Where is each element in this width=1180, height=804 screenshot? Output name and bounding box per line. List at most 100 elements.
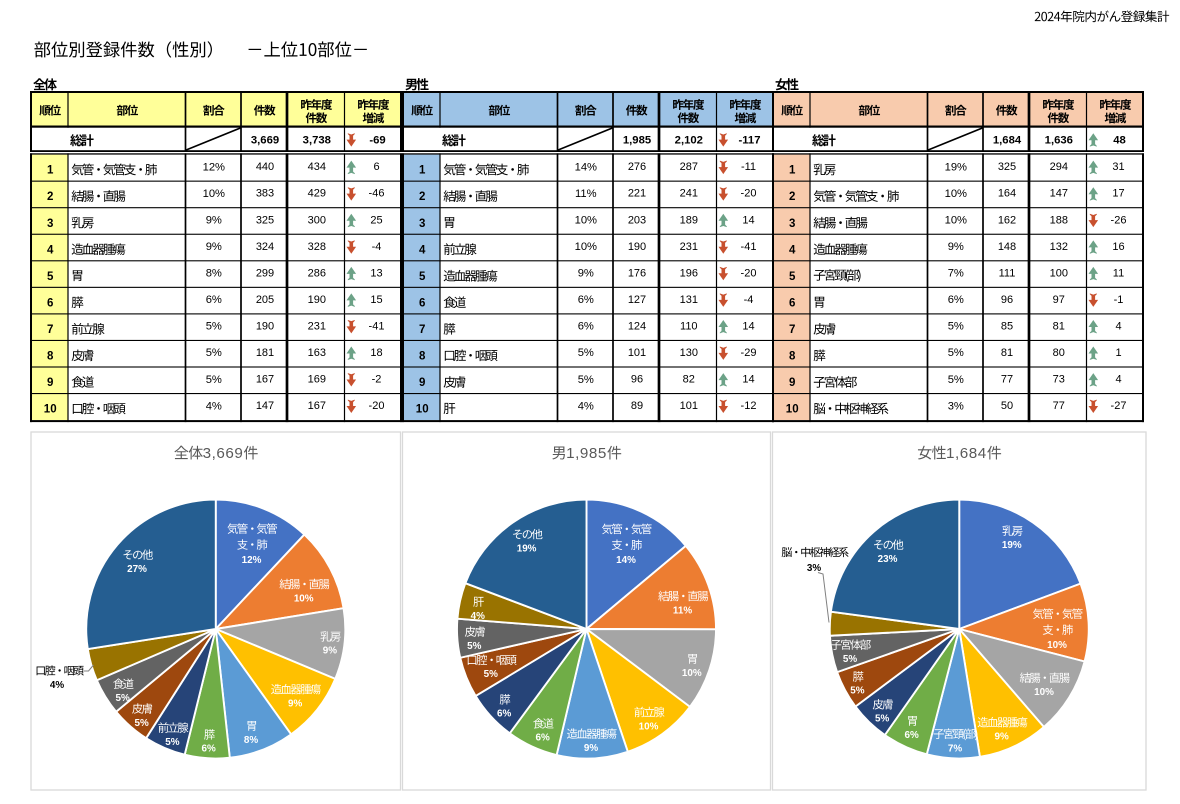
svg-text:164: 164 [998,188,1016,200]
svg-text:189: 189 [680,214,698,226]
svg-text:48: 48 [1113,134,1126,146]
svg-text:5%: 5% [165,737,179,748]
svg-text:1: 1 [1115,347,1121,359]
svg-text:16: 16 [1112,241,1124,253]
svg-text:300: 300 [308,214,326,226]
svg-text:5%: 5% [206,347,222,359]
svg-text:5%: 5% [843,654,857,665]
svg-text:8: 8 [419,351,426,363]
svg-text:-20: -20 [741,267,757,279]
svg-text:-1: -1 [1114,294,1124,306]
svg-text:325: 325 [998,161,1016,173]
svg-text:-41: -41 [369,321,385,333]
svg-text:-20: -20 [741,188,757,200]
svg-text:-11: -11 [741,161,756,173]
svg-text:-20: -20 [369,400,385,412]
svg-text:110: 110 [680,321,698,333]
svg-text:10: 10 [416,404,429,416]
svg-text:8: 8 [47,351,54,363]
svg-text:10%: 10% [203,188,225,200]
svg-text:8: 8 [789,351,796,363]
svg-text:7: 7 [789,324,795,336]
svg-text:4: 4 [789,244,796,256]
svg-text:111: 111 [999,267,1016,279]
svg-text:5: 5 [419,271,426,283]
svg-text:1,684: 1,684 [946,445,987,462]
svg-text:80: 80 [1053,347,1065,359]
svg-text:4%: 4% [578,400,594,412]
svg-text:12%: 12% [203,161,225,173]
svg-text:241: 241 [680,188,698,200]
svg-text:9: 9 [419,377,425,389]
svg-text:205: 205 [256,294,274,306]
svg-text:9%: 9% [206,241,222,253]
svg-text:11%: 11% [673,605,692,616]
svg-text:3: 3 [789,218,795,230]
svg-text:4%: 4% [206,400,222,412]
svg-text:1,636: 1,636 [1045,134,1073,146]
svg-text:9%: 9% [288,698,302,709]
svg-text:100: 100 [1050,267,1068,279]
svg-text:7: 7 [419,324,425,336]
svg-text:9: 9 [789,377,795,389]
svg-text:-69: -69 [369,134,385,146]
svg-text:-26: -26 [1111,214,1127,226]
svg-text:190: 190 [308,294,326,306]
svg-text:3,669: 3,669 [203,445,244,462]
svg-text:6%: 6% [905,730,919,741]
svg-text:5%: 5% [484,669,498,680]
svg-text:299: 299 [256,267,274,279]
svg-text:10%: 10% [575,215,597,227]
svg-text:82: 82 [683,374,695,386]
svg-text:19%: 19% [945,161,967,173]
svg-text:434: 434 [308,161,326,173]
svg-text:18: 18 [370,347,382,359]
svg-text:6%: 6% [948,294,964,306]
svg-text:131: 131 [680,294,698,306]
svg-text:89: 89 [631,400,643,412]
svg-text:2: 2 [47,191,53,203]
svg-text:147: 147 [256,400,274,412]
svg-text:85: 85 [1001,321,1013,333]
svg-text:176: 176 [628,267,646,279]
svg-text:4: 4 [1115,374,1121,386]
svg-text:9%: 9% [323,646,337,657]
svg-text:5%: 5% [850,686,864,697]
svg-text:294: 294 [1050,161,1068,173]
svg-text:167: 167 [256,374,274,386]
svg-text:23%: 23% [878,554,898,565]
svg-text:3: 3 [419,218,425,230]
svg-text:132: 132 [1050,241,1068,253]
svg-text:10: 10 [44,404,57,416]
svg-text:203: 203 [628,214,646,226]
svg-text:3,669: 3,669 [251,134,279,146]
svg-text:10%: 10% [294,593,314,604]
svg-text:-12: -12 [741,400,757,412]
svg-text:15: 15 [370,294,382,306]
svg-text:-41: -41 [741,241,757,253]
svg-text:287: 287 [680,161,698,173]
svg-text:5%: 5% [578,374,594,386]
svg-text:81: 81 [1001,347,1013,359]
svg-text:231: 231 [680,241,698,253]
svg-text:14: 14 [742,321,754,333]
svg-text:440: 440 [256,161,274,173]
svg-text:-2: -2 [372,374,382,386]
svg-text:148: 148 [998,241,1016,253]
svg-text:5%: 5% [948,347,964,359]
svg-text:73: 73 [1053,374,1065,386]
svg-text:19%: 19% [517,543,537,554]
svg-text:19%: 19% [1002,540,1022,551]
svg-text:5: 5 [47,271,54,283]
svg-text:-27: -27 [1111,400,1127,412]
svg-text:4%: 4% [471,611,485,622]
svg-text:9%: 9% [948,241,964,253]
svg-text:7%: 7% [948,268,964,280]
svg-text:2: 2 [789,191,795,203]
svg-text:147: 147 [1050,188,1068,200]
svg-text:5%: 5% [948,321,964,333]
svg-text:383: 383 [256,188,274,200]
svg-text:190: 190 [256,321,274,333]
svg-text:6: 6 [47,297,53,309]
svg-text:10%: 10% [682,668,702,679]
